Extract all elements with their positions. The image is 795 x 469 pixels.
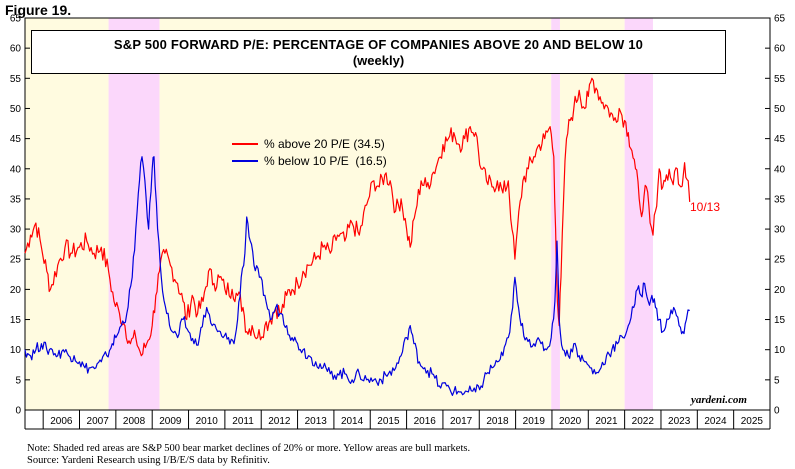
chart-title: S&P 500 FORWARD P/E: PERCENTAGE OF COMPA… (113, 37, 644, 52)
series-lines (24, 77, 691, 396)
y-tick-label-left: 25 (10, 255, 22, 266)
y-tick-label-right: 5 (774, 375, 780, 386)
y-tick-label-left: 45 (10, 134, 22, 145)
background-bands (25, 18, 653, 410)
figure-label: Figure 19. (5, 2, 72, 18)
x-tick-label: 2008 (123, 416, 146, 427)
y-tick-label-left: 55 (10, 74, 22, 85)
x-tick-label: 2007 (87, 416, 110, 427)
y-tick-label-left: 35 (10, 194, 22, 205)
y-tick-label-left: 5 (15, 375, 21, 386)
notes: Note: Shaded red areas are S&P 500 bear … (27, 443, 470, 467)
chart-subtitle: (weekly) (352, 53, 405, 68)
x-axis: 2006 2007 2008 2009 2010 2011 2012 2013 2014 2015… (24, 410, 771, 430)
y-tick-label-left: 10 (10, 345, 22, 356)
x-tick-label: 2022 (632, 416, 655, 427)
x-tick-label: 2021 (595, 416, 618, 427)
y-tick-label-right: 10 (774, 345, 786, 356)
x-tick-label: 2024 (704, 416, 727, 427)
watermark: yardeni.com (691, 394, 747, 406)
x-tick-label: 2020 (559, 416, 582, 427)
y-tick-label-left: 15 (10, 315, 22, 326)
y-tick-label-left: 60 (10, 44, 22, 55)
x-tick-label: 2011 (232, 416, 254, 427)
y-tick-label-right: 60 (774, 44, 786, 55)
y-tick-label-right: 30 (774, 225, 786, 236)
end-date-label: 10/13 (690, 200, 721, 214)
bull-market-band (25, 18, 109, 410)
legend-label-above20: % above 20 P/E (34.5) (264, 136, 385, 151)
series-line-above20 (24, 77, 691, 357)
x-tick-label: 2013 (305, 416, 328, 427)
x-tick-label: 2025 (741, 416, 764, 427)
y-tick-label-right: 40 (774, 164, 786, 175)
y-axis-right: 0 5 10 15 20 25 30 35 40 45 50 55 60 65 (765, 14, 786, 417)
x-tick-label: 2012 (268, 416, 291, 427)
y-axis-left: 0 5 10 15 20 25 30 35 40 45 50 55 60 65 (10, 14, 30, 417)
x-tick-label: 2009 (159, 416, 182, 427)
y-tick-label-right: 55 (774, 74, 786, 85)
x-tick-label: 2014 (341, 416, 364, 427)
x-tick-label: 2023 (668, 416, 691, 427)
bull-market-band (159, 18, 552, 410)
x-tick-label: 2010 (196, 416, 219, 427)
y-tick-label-right: 45 (774, 134, 786, 145)
y-tick-label-left: 20 (10, 285, 22, 296)
y-tick-label-left: 40 (10, 164, 22, 175)
legend: % above 20 P/E (34.5) % below 10 P/E (16… (232, 135, 387, 169)
bear-market-band (108, 18, 160, 410)
plot-frame (24, 17, 771, 411)
y-tick-label-right: 20 (774, 285, 786, 296)
bear-market-band (624, 18, 653, 410)
x-tick-label: 2017 (450, 416, 473, 427)
legend-swatch-below10 (232, 159, 258, 162)
y-tick-label-right: 25 (774, 255, 786, 266)
y-tick-label-left: 50 (10, 104, 22, 115)
x-tick-label: 2006 (50, 416, 73, 427)
x-tick-label: 2016 (414, 416, 437, 427)
source-text: Source: Yardeni Research using I/B/E/S d… (27, 455, 270, 466)
y-tick-label-right: 50 (774, 104, 786, 115)
y-tick-label-right: 15 (774, 315, 786, 326)
legend-swatch-above20 (232, 142, 258, 145)
legend-item-above20: % above 20 P/E (34.5) (232, 135, 387, 152)
y-tick-label-right: 65 (774, 14, 786, 25)
y-tick-label-left: 30 (10, 225, 22, 236)
legend-item-below10: % below 10 P/E (16.5) (232, 152, 387, 169)
x-tick-label: 2019 (523, 416, 546, 427)
chart-title-box: S&P 500 FORWARD P/E: PERCENTAGE OF COMPA… (31, 30, 726, 74)
note-text: Note: Shaded red areas are S&P 500 bear … (27, 443, 471, 454)
x-tick-label: 2018 (486, 416, 509, 427)
series-line-below10 (24, 156, 690, 396)
y-tick-label-right: 0 (774, 406, 780, 417)
x-tick-label: 2015 (377, 416, 400, 427)
legend-label-below10: % below 10 P/E (16.5) (264, 153, 387, 168)
y-tick-label-left: 65 (10, 14, 22, 25)
y-tick-label-right: 35 (774, 194, 786, 205)
y-tick-label-left: 0 (15, 406, 21, 417)
